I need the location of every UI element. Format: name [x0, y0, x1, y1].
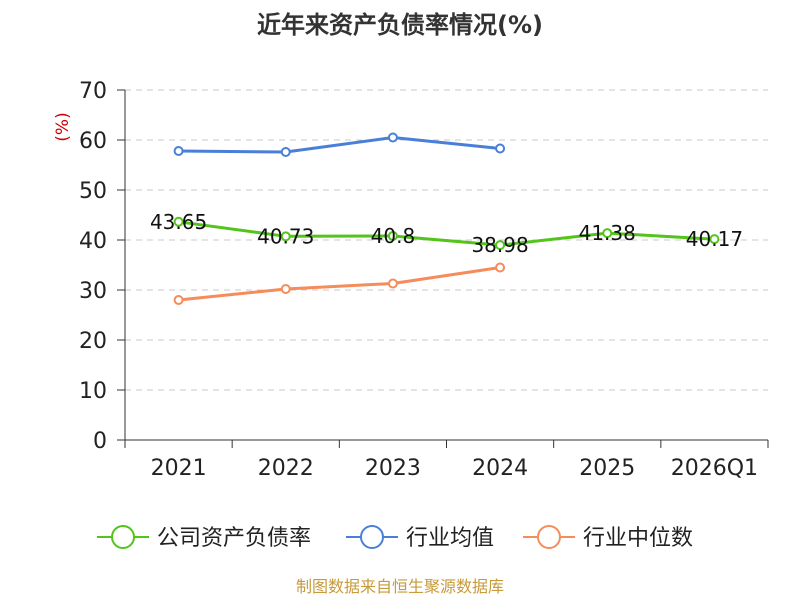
x-tick-label: 2023 — [365, 456, 421, 481]
legend-marker — [537, 525, 561, 549]
y-tick-label: 0 — [93, 429, 107, 454]
x-tick-label: 2026Q1 — [671, 456, 758, 481]
y-tick-label: 20 — [79, 329, 107, 354]
data-label: 38.98 — [471, 233, 528, 257]
series-0: 43.65 40.73 40.8 38.98 41.38 40.17 — [150, 210, 743, 257]
data-point — [602, 228, 613, 239]
legend-item-1[interactable]: 行业均值 — [346, 525, 494, 551]
series-line — [177, 220, 716, 247]
data-point — [709, 234, 720, 245]
chart-title: 近年来资产负债率情况(%) — [257, 11, 543, 39]
series-layer: 43.65 40.73 40.8 38.98 41.38 40.17 — [150, 132, 743, 305]
data-point — [280, 284, 291, 294]
legend-label: 行业中位数 — [583, 526, 693, 551]
legend-marker — [360, 525, 384, 549]
axes: 0 10 20 30 40 50 60 70 2021 2022 2023 2024 2025 2026Q… — [79, 79, 769, 481]
data-label: 41.38 — [579, 221, 636, 245]
series-line — [177, 136, 502, 154]
data-point — [173, 216, 184, 227]
data-point — [387, 278, 398, 289]
data-point — [495, 143, 506, 154]
data-label: 40.8 — [371, 224, 416, 248]
legend-label: 行业均值 — [406, 526, 494, 551]
data-point — [495, 240, 506, 251]
data-point — [280, 147, 291, 157]
data-label: 40.17 — [686, 227, 743, 251]
x-tick-label: 2021 — [151, 456, 207, 481]
data-point — [387, 231, 398, 241]
legend-item-0[interactable]: 公司资产负债率 — [97, 525, 311, 551]
y-tick-label: 50 — [79, 179, 107, 204]
y-tick-label: 40 — [79, 229, 107, 254]
y-tick-label: 30 — [79, 279, 107, 304]
legend-item-2[interactable]: 行业中位数 — [523, 525, 693, 551]
y-tick-label: 10 — [79, 379, 107, 404]
data-point — [495, 262, 506, 273]
legend-marker — [111, 525, 135, 549]
source-note: 制图数据来自恒生聚源数据库 — [296, 577, 504, 596]
series-line — [177, 266, 502, 302]
x-tick-label: 2022 — [258, 456, 314, 481]
y-tick-label: 60 — [79, 129, 107, 154]
series-1 — [173, 132, 506, 157]
data-point — [173, 295, 184, 305]
y-axis-unit-label: (%) — [53, 112, 73, 141]
data-label: 43.65 — [150, 210, 207, 234]
x-tick-label: 2025 — [579, 456, 635, 481]
legend[interactable]: 公司资产负债率 行业均值 行业中位数 — [97, 525, 693, 551]
data-point — [387, 132, 398, 143]
data-label: 40.73 — [257, 224, 314, 248]
data-point — [280, 231, 291, 242]
series-2 — [173, 262, 506, 305]
x-tick-label: 2024 — [472, 456, 528, 481]
y-tick-label: 70 — [79, 79, 107, 104]
legend-label: 公司资产负债率 — [157, 526, 311, 551]
data-point — [173, 146, 184, 156]
